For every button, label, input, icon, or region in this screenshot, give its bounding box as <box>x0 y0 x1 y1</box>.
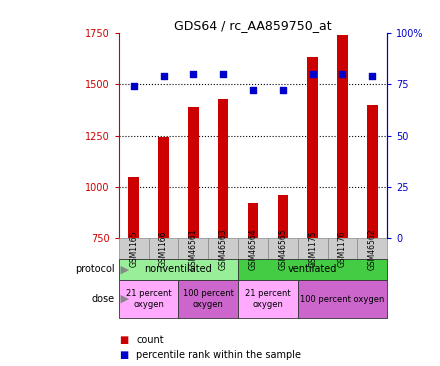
Point <box>309 71 316 77</box>
Text: ▶: ▶ <box>117 264 128 274</box>
Bar <box>218 99 228 239</box>
Text: protocol: protocol <box>75 264 114 274</box>
Text: GSM1165: GSM1165 <box>129 231 138 267</box>
Text: nonventilated: nonventilated <box>145 264 213 274</box>
Point <box>220 71 227 77</box>
Text: GSM1166: GSM1166 <box>159 231 168 267</box>
Bar <box>238 259 387 280</box>
Point <box>369 73 376 79</box>
Bar <box>298 239 327 259</box>
Bar <box>308 57 318 239</box>
Bar <box>179 280 238 318</box>
Bar <box>128 177 139 239</box>
Bar <box>327 239 357 259</box>
Text: GSM46565: GSM46565 <box>279 228 287 270</box>
Text: ▶: ▶ <box>117 294 128 304</box>
Text: GSM1176: GSM1176 <box>338 231 347 267</box>
Title: GDS64 / rc_AA859750_at: GDS64 / rc_AA859750_at <box>174 19 332 32</box>
Bar <box>119 259 238 280</box>
Text: 21 percent
oxygen: 21 percent oxygen <box>126 289 172 309</box>
Bar <box>268 239 298 259</box>
Point <box>249 87 257 93</box>
Bar <box>298 280 387 318</box>
Bar <box>179 239 208 259</box>
Bar <box>337 35 348 239</box>
Point <box>130 83 137 89</box>
Text: ■: ■ <box>119 350 128 360</box>
Bar <box>208 239 238 259</box>
Text: ventilated: ventilated <box>288 264 337 274</box>
Text: GSM46563: GSM46563 <box>219 228 227 270</box>
Point <box>190 71 197 77</box>
Text: 100 percent
oxygen: 100 percent oxygen <box>183 289 234 309</box>
Bar <box>238 239 268 259</box>
Bar <box>158 137 169 239</box>
Bar <box>238 280 298 318</box>
Bar <box>278 195 288 239</box>
Text: percentile rank within the sample: percentile rank within the sample <box>136 350 301 360</box>
Text: GSM1175: GSM1175 <box>308 231 317 267</box>
Bar <box>357 239 387 259</box>
Bar <box>248 202 258 239</box>
Text: GSM46564: GSM46564 <box>249 228 257 270</box>
Bar <box>119 280 179 318</box>
Text: GSM46562: GSM46562 <box>368 228 377 269</box>
Text: 21 percent
oxygen: 21 percent oxygen <box>245 289 291 309</box>
Point <box>339 71 346 77</box>
Text: ■: ■ <box>119 335 128 345</box>
Bar <box>188 107 198 239</box>
Text: GSM46561: GSM46561 <box>189 228 198 269</box>
Bar <box>119 239 149 259</box>
Text: dose: dose <box>91 294 114 304</box>
Bar <box>149 239 179 259</box>
Point <box>160 73 167 79</box>
Point <box>279 87 286 93</box>
Text: count: count <box>136 335 164 345</box>
Bar <box>367 105 378 239</box>
Text: 100 percent oxygen: 100 percent oxygen <box>300 295 385 303</box>
